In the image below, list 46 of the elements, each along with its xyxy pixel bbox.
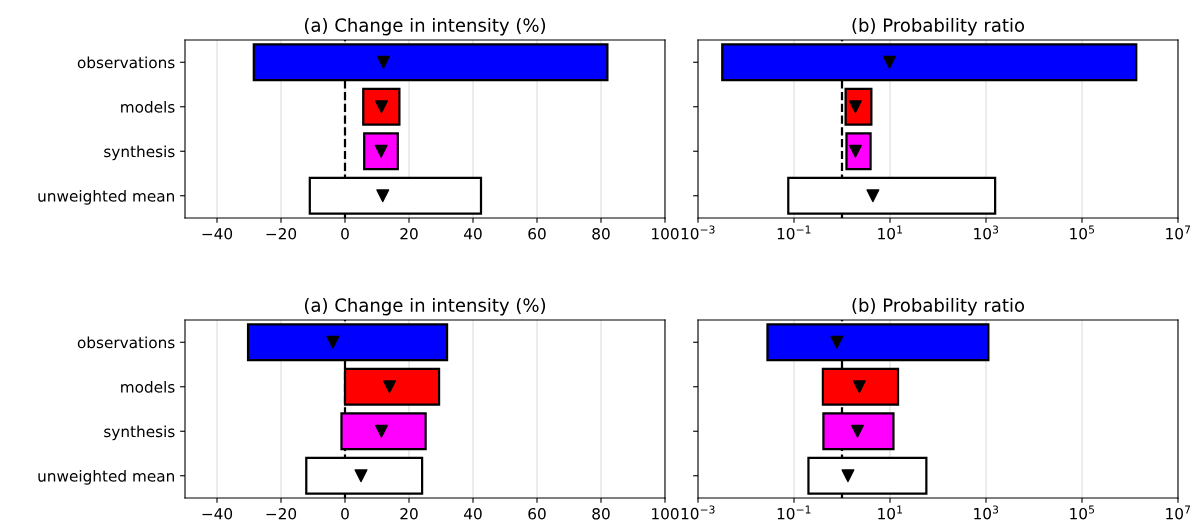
chart-title: (a) Change in intensity (%) (304, 17, 546, 36)
x-tick-label: 10$^{−3}$ (681, 225, 715, 240)
x-tick-label: −40 (202, 507, 233, 520)
x-tick-label: 20 (400, 507, 418, 520)
point (354, 469, 368, 483)
x-tick-label: 40 (464, 507, 482, 520)
x-tick-label: 10$^{5}$ (1070, 225, 1095, 240)
bar (362, 87, 401, 126)
y-tick-label: observations (77, 56, 175, 69)
y-tick-label: models (121, 380, 175, 393)
x-tick-label: 100 (652, 507, 679, 520)
x-tick-label: 10$^{1}$ (878, 505, 902, 520)
x-tick-label: 10$^{1}$ (878, 225, 902, 240)
x-tick-label: −20 (266, 227, 297, 240)
x-tick-label: −40 (202, 227, 233, 240)
x-tick-label: 10$^{−1}$ (777, 505, 811, 520)
x-tick-label: 80 (592, 507, 610, 520)
x-tick-label: 20 (400, 227, 418, 240)
x-tick-label: 10$^{7}$ (1166, 505, 1191, 520)
x-tick-label: 60 (528, 227, 546, 240)
x-tick-label: 10$^{3}$ (974, 505, 999, 520)
y-tick-label: unweighted mean (38, 189, 174, 205)
x-tick-label: 100 (652, 227, 679, 240)
x-tick-label: 0 (341, 507, 349, 520)
point (326, 335, 340, 349)
x-tick-label: 10$^{−1}$ (777, 225, 811, 240)
bar (363, 132, 399, 171)
chart-title: (b) Probability ratio (852, 17, 1025, 36)
x-tick-label: 40 (464, 227, 482, 240)
y-tick-label: unweighted mean (38, 469, 174, 485)
chart-title: (b) Probability ratio (852, 297, 1025, 316)
x-tick-label: 60 (528, 507, 546, 520)
x-tick-label: 10$^{3}$ (974, 225, 999, 240)
x-tick-label: 10$^{−3}$ (681, 505, 715, 520)
x-tick-label: 80 (592, 227, 610, 240)
x-tick-label: −20 (266, 507, 297, 520)
x-tick-label: 0 (341, 227, 349, 240)
x-tick-label: 10$^{5}$ (1070, 505, 1095, 520)
y-tick-label: synthesis (104, 425, 175, 441)
x-tick-label: 10$^{7}$ (1166, 225, 1191, 240)
point (382, 380, 396, 394)
y-tick-label: synthesis (104, 145, 175, 161)
y-tick-label: models (121, 100, 175, 113)
point (374, 424, 388, 438)
chart-title: (a) Change in intensity (%) (304, 297, 546, 316)
y-tick-label: observations (77, 336, 175, 349)
